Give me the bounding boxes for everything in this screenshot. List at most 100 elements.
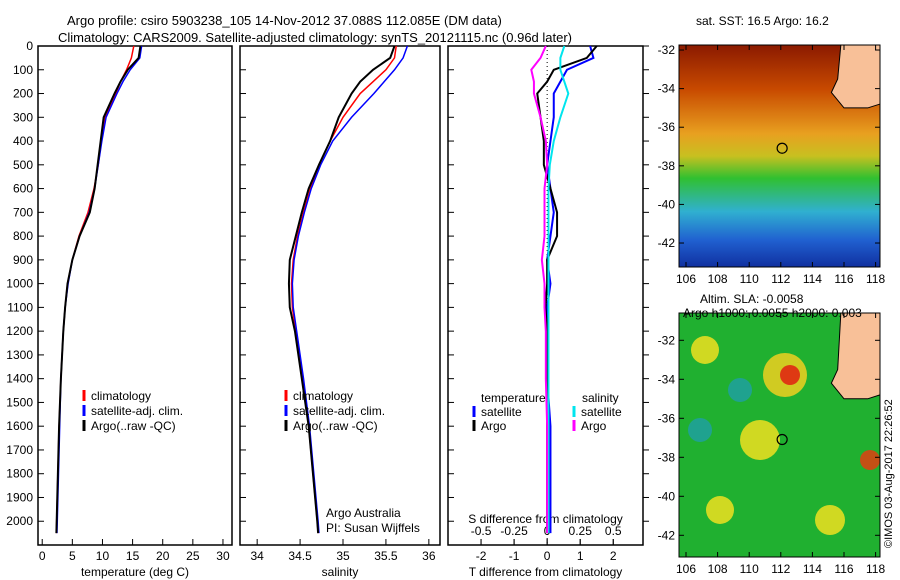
legend-title-salinity: salinity (582, 391, 619, 405)
y-tick-label: 100 (13, 63, 33, 77)
lon-tick-label: 116 (834, 562, 853, 576)
legend-label: satellite (481, 405, 522, 419)
lon-tick-label: 116 (834, 272, 853, 286)
y-tick-label: 1000 (6, 277, 33, 291)
map-frame (678, 44, 881, 268)
sla-anomaly-blob (815, 505, 845, 535)
series-line-Argo-raw-QC- (55, 45, 142, 534)
x-tick-label: 34 (250, 549, 264, 563)
sla-map-subtitle: Argo h1000: 0.0055 h2000: 0.003 (683, 306, 862, 320)
lon-tick-label: 118 (866, 272, 885, 286)
lon-tick-label: 114 (803, 272, 822, 286)
sla-anomaly-blob (706, 496, 734, 524)
x-tick-label: 0 (39, 549, 46, 563)
lat-tick-label: -38 (658, 450, 676, 464)
timestamp-stamp: ©IMOS 03-Aug-2017 22:26:52 (883, 399, 895, 548)
y-tick-label: 400 (13, 134, 33, 148)
x-tick-label: 10 (96, 549, 110, 563)
x-tick-label: 15 (126, 549, 140, 563)
x2-axis-label: S difference from climatology (468, 512, 623, 526)
y-tick-label: 300 (13, 110, 33, 124)
series-line-satellite-adj-clim- (291, 45, 409, 534)
lat-tick-label: -32 (658, 333, 676, 347)
sst-map: 106 108 110 112 114 116 118 -32 -34 -36 -38 -40 -42 (658, 43, 886, 286)
x2-tick-label: -0.25 (500, 524, 528, 538)
x-tick-label: 20 (156, 549, 170, 563)
x2-tick-label: 0.25 (569, 524, 593, 538)
legend-label: satellite (581, 405, 622, 419)
y-tick-label: 600 (13, 182, 33, 196)
lon-tick-label: 108 (708, 562, 728, 576)
lat-tick-label: -34 (658, 372, 676, 386)
sla-anomaly-blob (728, 378, 752, 402)
y-tick-label: 1600 (6, 419, 33, 433)
y-tick-label: 1100 (7, 300, 33, 314)
lon-tick-label: 118 (866, 562, 885, 576)
lon-tick-label: 112 (771, 272, 790, 286)
sla-map: 106 108 110 112 114 116 118 -32 -34 -36 -38 -40 -42 (658, 312, 885, 576)
x-axis-label: salinity (322, 565, 359, 579)
plot-frame (37, 45, 233, 546)
series-line-T-satellite (546, 45, 595, 534)
sla-map-title: Altim. SLA: -0.0058 (700, 292, 804, 306)
legend-label: climatology (91, 389, 151, 403)
lon-tick-label: 110 (740, 272, 759, 286)
x-tick-label: 2 (610, 549, 617, 563)
lon-tick-label: 114 (803, 562, 822, 576)
x-tick-label: -2 (476, 549, 487, 563)
argo-location-marker (776, 433, 788, 446)
lat-tick-label: -40 (658, 489, 676, 503)
argo-location-marker (776, 142, 788, 154)
sst-map-title: sat. SST: 16.5 Argo: 16.2 (696, 14, 829, 28)
lon-tick-label: 110 (740, 562, 759, 576)
lat-tick-label: -34 (658, 82, 676, 96)
series-line-S-satellite (547, 45, 570, 534)
legend-label: satellite-adj. clim. (91, 404, 183, 418)
lat-tick-label: -36 (658, 120, 676, 134)
x-tick-label: 25 (186, 549, 200, 563)
lat-tick-label: -36 (658, 411, 676, 425)
title-line-2: Climatology: CARS2009. Satellite-adjuste… (58, 30, 573, 45)
x-tick-label: 30 (216, 549, 230, 563)
x2-tick-label: -0.5 (471, 524, 492, 538)
y-tick-label: 800 (13, 229, 33, 243)
lon-tick-label: 112 (771, 562, 790, 576)
y-tick-label: 1200 (6, 324, 33, 338)
sla-anomaly-blob (688, 418, 712, 442)
x2-tick-label: 0.5 (605, 524, 622, 538)
y-tick-label: 1500 (6, 395, 33, 409)
credit-line-2: PI: Susan Wijffels (326, 521, 420, 535)
lon-tick-label: 108 (708, 272, 728, 286)
legend-label: Argo (481, 419, 507, 433)
y-tick-label: 1700 (6, 443, 33, 457)
map-frame (678, 312, 881, 558)
series-line-S-Argo (530, 45, 549, 534)
lon-tick-label: 106 (676, 272, 696, 286)
x-tick-label: 0 (544, 549, 551, 563)
legend-label: satellite-adj. clim. (293, 404, 385, 418)
sla-anomaly-blob (740, 420, 780, 460)
y-tick-label: 2000 (6, 514, 33, 528)
sla-anomaly-blob (860, 450, 880, 470)
plot-frame (239, 45, 441, 546)
y-tick-label: 1400 (6, 372, 33, 386)
x-axis-label: T difference from climatology (469, 565, 623, 579)
legend-title-temperature: temperature (481, 391, 546, 405)
x-tick-label: 5 (69, 549, 76, 563)
x-tick-label: 35 (336, 549, 350, 563)
x-tick-label: 1 (577, 549, 584, 563)
y-tick-label: 0 (26, 39, 33, 53)
legend-label: climatology (293, 389, 353, 403)
sla-anomaly-blob (691, 336, 719, 364)
lat-tick-label: -40 (658, 197, 676, 211)
series-line-climatology (290, 45, 397, 534)
y-tick-label: 1900 (6, 490, 33, 504)
x-tick-label: 35.5 (374, 549, 398, 563)
y-tick-label: 900 (13, 253, 33, 267)
y-tick-label: 1800 (6, 467, 33, 481)
series-line-satellite-adj-clim- (56, 45, 143, 534)
x-tick-label: 36 (422, 549, 436, 563)
credit-line-1: Argo Australia (326, 506, 401, 520)
lat-tick-label: -38 (658, 159, 676, 173)
